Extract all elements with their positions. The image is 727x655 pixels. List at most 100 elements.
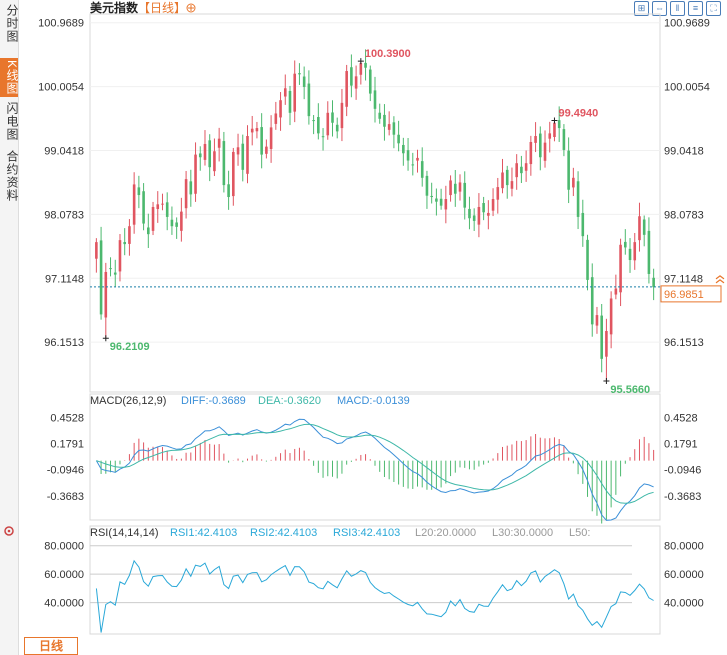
- price-tick-right: 97.1148: [664, 273, 703, 285]
- macd-tick-right: -0.3683: [664, 491, 701, 503]
- l50-label: L50:: [569, 527, 590, 539]
- period-button[interactable]: 日线: [24, 637, 78, 655]
- candle-body: [340, 102, 344, 129]
- sidebar-tab-0[interactable]: 分时图: [5, 4, 19, 43]
- candle-body: [147, 227, 150, 235]
- candle-body: [132, 184, 136, 225]
- candle-body: [642, 219, 646, 235]
- rsi-line: [95, 559, 654, 633]
- price-tick-left: 96.1513: [44, 337, 84, 349]
- candle-body: [321, 136, 325, 138]
- candle-body: [359, 63, 363, 75]
- candle-body: [614, 288, 618, 295]
- candle-body: [180, 211, 183, 231]
- gear-icon[interactable]: [4, 526, 14, 536]
- candle-body: [156, 204, 160, 210]
- macd-tick-right: 0.1791: [664, 439, 698, 451]
- candle-body: [293, 73, 297, 112]
- candle-body: [274, 113, 278, 124]
- chart-title: 美元指数: [90, 0, 139, 15]
- candle-body: [458, 182, 462, 192]
- candle-body: [463, 182, 467, 208]
- candle-body: [312, 120, 315, 122]
- candle-body: [468, 208, 471, 219]
- candle-body: [246, 136, 249, 174]
- candle-body: [317, 117, 320, 134]
- candle-body: [586, 239, 589, 280]
- sidebar: [0, 0, 19, 655]
- candle-body: [198, 153, 202, 158]
- annotation-marker: [603, 377, 610, 384]
- candle-body: [113, 272, 117, 275]
- candle-body: [487, 212, 490, 216]
- pane-frame-0: [89, 13, 661, 393]
- candle-body: [326, 112, 330, 136]
- candle-body: [567, 150, 570, 190]
- candle-body: [624, 241, 627, 248]
- annotation-label: 95.5660: [610, 384, 650, 396]
- chart-period: 【日线】: [138, 1, 186, 15]
- candle-body: [600, 315, 603, 359]
- candle-body: [472, 215, 476, 221]
- pause-icon[interactable]: ‖: [670, 1, 685, 16]
- candle-body: [137, 187, 141, 196]
- annotation-marker: [551, 117, 558, 124]
- sidebar-tab-1[interactable]: K线图: [0, 58, 19, 98]
- rsi-tick-left: 40.0000: [44, 598, 84, 610]
- candle-body: [590, 277, 594, 325]
- grid-icon[interactable]: ⊞: [634, 1, 649, 16]
- l30-label: L30:30.0000: [492, 527, 553, 539]
- candle-body: [609, 298, 613, 335]
- pane-frame-1: [89, 393, 661, 521]
- macd-tick-left: 0.4528: [50, 412, 84, 424]
- candle-body: [529, 141, 533, 165]
- candle-body: [118, 240, 122, 272]
- candle-body: [553, 122, 556, 137]
- candle-body: [595, 315, 599, 326]
- candle-body: [581, 212, 585, 237]
- candle-body: [227, 184, 230, 198]
- candle-body: [543, 142, 547, 161]
- candle-body: [548, 133, 552, 139]
- sidebar-tab-3[interactable]: 合约资料: [5, 150, 19, 202]
- last-price-value: 96.9851: [664, 289, 704, 301]
- candle-body: [402, 144, 405, 154]
- annotation-label: 100.3900: [365, 48, 411, 60]
- candle-body: [477, 206, 481, 225]
- candle-body: [307, 83, 311, 117]
- annotation-marker: [357, 58, 364, 65]
- price-tick-left: 97.1148: [45, 273, 84, 285]
- annotation-label: 99.4940: [558, 108, 598, 120]
- candle-body: [633, 242, 637, 261]
- candle-body: [184, 179, 188, 209]
- candle-body: [255, 128, 259, 132]
- candle-body: [378, 112, 382, 119]
- candle-body: [397, 134, 400, 144]
- candle-body: [302, 76, 306, 87]
- add-indicator-icon[interactable]: [186, 3, 196, 13]
- scroll-up-icon[interactable]: [715, 275, 725, 284]
- rsi1-label: RSI1:42.4103: [170, 527, 237, 539]
- list-icon[interactable]: ≡: [688, 1, 703, 16]
- candle-body: [524, 163, 528, 171]
- candle-body: [331, 112, 334, 123]
- rsi-tick-right: 80.0000: [664, 541, 704, 553]
- candle-body: [250, 128, 254, 133]
- candle-body: [213, 151, 216, 172]
- candle-body: [165, 202, 169, 217]
- price-tick-left: 100.0054: [38, 82, 84, 94]
- candle-body: [425, 175, 429, 196]
- candle-body: [170, 219, 174, 227]
- candle-body: [260, 127, 263, 155]
- candle-body: [208, 140, 212, 168]
- rsi2-label: RSI2:42.4103: [250, 527, 317, 539]
- candle-body: [482, 203, 485, 213]
- macd-label: MACD(26,12,9): [90, 395, 166, 407]
- sidebar-tab-2[interactable]: 闪电图: [5, 102, 19, 141]
- candle-body: [430, 195, 433, 198]
- candle-body: [368, 69, 372, 94]
- fullscreen-icon[interactable]: ⛶: [706, 1, 721, 16]
- macd-tick-right: 0.4528: [664, 412, 698, 424]
- candle-body: [501, 172, 504, 189]
- candle-body: [491, 199, 495, 211]
